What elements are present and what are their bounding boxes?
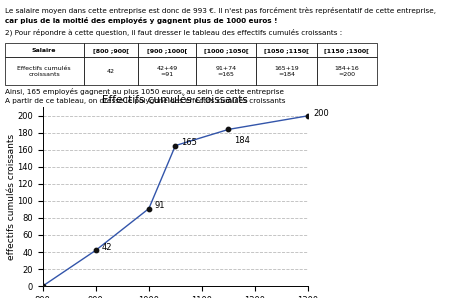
Text: Ainsi, 165 employés gagnent au plus 1050 euros, au sein de cette entreprise: Ainsi, 165 employés gagnent au plus 1050… bbox=[5, 88, 284, 94]
Text: 42+49
=91: 42+49 =91 bbox=[156, 66, 177, 77]
Text: [900 ;1000[: [900 ;1000[ bbox=[147, 48, 187, 53]
Text: [1050 ;1150[: [1050 ;1150[ bbox=[264, 48, 309, 53]
Text: [1150 ;1300[: [1150 ;1300[ bbox=[324, 48, 369, 53]
Point bbox=[304, 114, 312, 118]
Title: Effectifs cumulés croissants: Effectifs cumulés croissants bbox=[102, 95, 248, 105]
Point bbox=[145, 206, 153, 211]
Text: 91: 91 bbox=[155, 201, 165, 210]
Text: 42: 42 bbox=[107, 69, 115, 74]
Point bbox=[172, 143, 179, 148]
Point bbox=[39, 284, 46, 288]
Text: Effectifs cumulés
croissants: Effectifs cumulés croissants bbox=[18, 66, 71, 77]
Text: car plus de la moitié des employés y gagnent plus de 1000 euros !: car plus de la moitié des employés y gag… bbox=[5, 17, 277, 24]
Text: 91+74
=165: 91+74 =165 bbox=[216, 66, 237, 77]
Y-axis label: effectifs cumulés croissants: effectifs cumulés croissants bbox=[7, 134, 16, 260]
Text: A partir de ce tableau, on dresse le polygone des effectifs cumulés croissants: A partir de ce tableau, on dresse le pol… bbox=[5, 97, 285, 104]
Text: Le salaire moyen dans cette entreprise est donc de 993 €. Il n'est pas forcément: Le salaire moyen dans cette entreprise e… bbox=[5, 7, 436, 13]
Text: 184+16
=200: 184+16 =200 bbox=[334, 66, 359, 77]
Text: 200: 200 bbox=[314, 108, 329, 117]
Point bbox=[92, 248, 100, 253]
Point bbox=[225, 127, 232, 132]
Text: [1000 ;1050[: [1000 ;1050[ bbox=[204, 48, 248, 53]
Text: 184: 184 bbox=[234, 136, 250, 145]
Text: 2) Pour répondre à cette question, il faut dresser le tableau des effectifs cumu: 2) Pour répondre à cette question, il fa… bbox=[5, 28, 342, 35]
Text: 165: 165 bbox=[181, 138, 197, 147]
Text: 165+19
=184: 165+19 =184 bbox=[274, 66, 299, 77]
Text: 42: 42 bbox=[101, 243, 112, 252]
Text: [800 ;900[: [800 ;900[ bbox=[93, 48, 129, 53]
Text: Salaire: Salaire bbox=[32, 48, 56, 53]
